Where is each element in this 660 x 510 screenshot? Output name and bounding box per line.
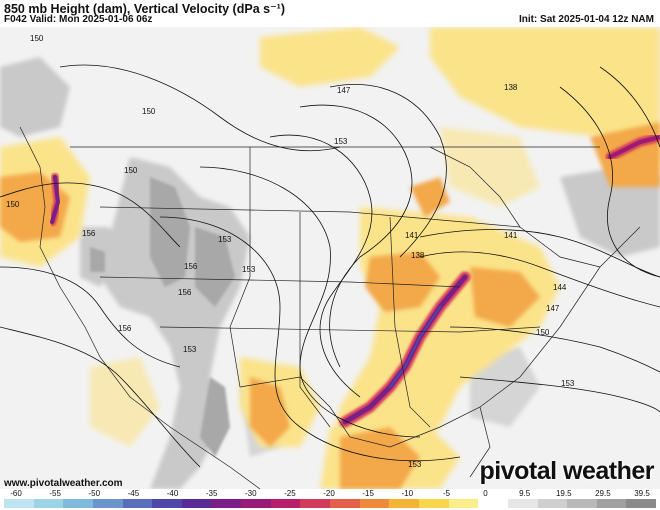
- colorbar-segment: [33, 499, 64, 508]
- init-time: Init: Sat 2025-01-04 12z NAM: [518, 14, 654, 25]
- colorbar-label: -10: [401, 489, 414, 498]
- colorbar-segment: [181, 499, 212, 508]
- colorbar-label: -20: [323, 489, 335, 498]
- contour-label: 156: [184, 262, 198, 271]
- colorbar-segment: [4, 499, 34, 508]
- colorbar-segment: [507, 499, 538, 508]
- contour-label: 138: [411, 251, 425, 260]
- contour-label-group: 150 147 138 150 153 150 150 153 141 141 …: [6, 34, 575, 469]
- colorbar-segment: [122, 499, 153, 508]
- contour-label: 153: [218, 235, 232, 244]
- contour-label: 138: [504, 83, 518, 92]
- colorbar-segment: [478, 499, 508, 508]
- colorbar-labels: -60 -55 -50 -45 -40 -35 -30 -25 -20 -15 -10 -5 0 9.5 1…: [0, 489, 660, 499]
- colorbar-label: 19.5: [555, 489, 572, 498]
- colorbar-segment: [211, 499, 242, 508]
- contour-label: 156: [118, 324, 132, 333]
- contour-label: 150: [536, 328, 550, 337]
- borders: [19, 126, 641, 489]
- colorbar-label: -50: [88, 489, 101, 498]
- strong-ascent-band: [48, 132, 660, 428]
- contour-label: 150: [6, 200, 20, 209]
- contour-label: 156: [82, 229, 96, 238]
- colorbar-label: -5: [442, 489, 450, 498]
- weather-map[interactable]: 150 147 138 150 153 150 150 153 141 141 …: [0, 27, 660, 489]
- dark-gray-areas: [90, 177, 235, 457]
- brand-logo: pivotal weather: [479, 457, 655, 485]
- colorbar-strip: [4, 499, 657, 508]
- colorbar-label: -15: [362, 489, 374, 498]
- colorbar-segment: [596, 499, 627, 508]
- colorbar-label: 29.5: [595, 489, 611, 498]
- contour-label: 150: [124, 166, 138, 175]
- contour-label: 147: [546, 304, 560, 313]
- colorbar-label: -55: [49, 489, 61, 498]
- colorbar-segment: [330, 499, 360, 508]
- contour-label: 153: [334, 137, 348, 146]
- colorbar-label: -30: [244, 489, 257, 498]
- colorbar-segment: [270, 499, 301, 508]
- map-title: 850 mb Height (dam), Vertical Velocity (…: [4, 2, 285, 16]
- colorbar-segment: [152, 499, 182, 508]
- colorbar-segment: [359, 499, 390, 508]
- colorbar-label: -40: [166, 489, 179, 498]
- colorbar-label: -35: [205, 489, 218, 498]
- colorbar-segment: [418, 499, 449, 508]
- map-header: 850 mb Height (dam), Vertical Velocity (…: [0, 0, 660, 27]
- valid-time: F042 Valid: Mon 2025-01-06 06z: [4, 14, 153, 25]
- colorbar-label: -25: [284, 489, 296, 498]
- contour-label: 150: [30, 34, 44, 43]
- colorbar-label: -60: [10, 489, 22, 498]
- website-label: www.pivotalweather.com: [4, 478, 123, 489]
- colorbar-segment: [63, 499, 93, 508]
- colorbar-label: 0: [483, 489, 488, 498]
- contour-label: 153: [408, 460, 422, 469]
- colorbar-segment: [567, 499, 597, 508]
- colorbar-segment: [448, 499, 479, 508]
- height-contours: [0, 64, 660, 468]
- contour-label: 153: [183, 345, 197, 354]
- colorbar-segment: [241, 499, 271, 508]
- contour-label: 147: [337, 86, 351, 95]
- colorbar-label: 39.5: [634, 489, 650, 498]
- map-canvas: 150 147 138 150 153 150 150 153 141 141 …: [0, 27, 660, 489]
- colorbar-segment: [92, 499, 123, 508]
- contour-label: 141: [405, 231, 419, 240]
- contour-label: 153: [242, 265, 256, 274]
- contour-label: 141: [504, 231, 518, 240]
- colorbar-legend: -60 -55 -50 -45 -40 -35 -30 -25 -20 -15 -10 -5 0 9.5 1…: [0, 489, 660, 510]
- colorbar-segment: [389, 499, 419, 508]
- contour-label: 153: [561, 379, 575, 388]
- colorbar-segment: [626, 499, 657, 508]
- contour-label: 144: [553, 283, 567, 292]
- colorbar-label: -45: [127, 489, 140, 498]
- colorbar-segment: [537, 499, 568, 508]
- contour-label: 150: [142, 107, 156, 116]
- colorbar-label: 9.5: [519, 489, 531, 498]
- colorbar-segment: [300, 499, 331, 508]
- contour-label: 156: [178, 288, 192, 297]
